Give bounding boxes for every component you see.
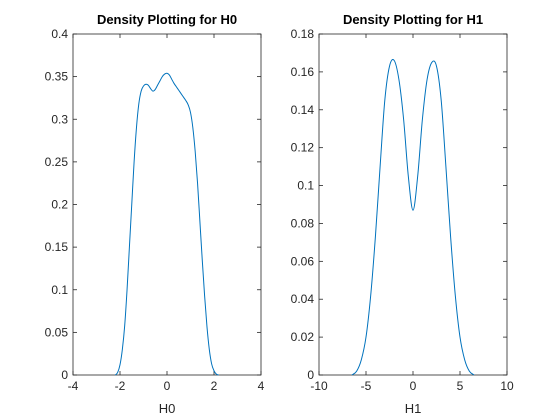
subplot-h1-ytick-label: 0.02 <box>291 330 315 344</box>
subplot-h1-axes-box <box>318 33 508 376</box>
subplot-h1-ytick-label: 0 <box>307 368 314 382</box>
subplot-h1-ytick-label: 0.06 <box>291 254 315 268</box>
subplot-h0-xtick-label: -4 <box>68 379 79 393</box>
subplot-h0-xtick-label: 4 <box>258 379 265 393</box>
subplot-h0-xtick-label: 0 <box>164 379 171 393</box>
subplot-h1-ytick-label: 0.04 <box>291 292 315 306</box>
subplot-h1-ytick-label: 0.18 <box>291 27 315 41</box>
subplot-h1-ticks: -10 -5 0 5 10 0 0.02 0.04 0.06 0.08 0.1 0.12 0.14 0.1… <box>291 27 514 393</box>
subplot-h1-series <box>351 59 475 376</box>
subplot-h0-series <box>114 72 219 376</box>
subplot-h0-ytick-label: 0.3 <box>51 112 68 126</box>
subplot-h1-xlabel: H1 <box>405 401 422 416</box>
subplot-h1-ytick-label: 0.16 <box>291 65 315 79</box>
subplot-h1-ytick-label: 0.08 <box>291 216 315 230</box>
subplot-h0-ytick-label: 0 <box>61 368 68 382</box>
subplot-h0-ytick-label: 0.25 <box>45 155 69 169</box>
subplot-h0-ytick-label: 0.35 <box>45 70 69 84</box>
subplot-h1-ytick-label: 0.14 <box>291 103 315 117</box>
subplot-h0-ytick-label: 0.2 <box>51 198 68 212</box>
subplot-h0-ytick-label: 0.1 <box>51 283 68 297</box>
subplot-h0-xtick-label: 2 <box>211 379 218 393</box>
subplot-h1-xtick-label: 10 <box>500 379 514 393</box>
subplot-h0-density-line <box>114 72 219 376</box>
subplot-h1: Density Plotting for H1 -10 -5 0 5 10 0 0.02 0.… <box>291 12 514 416</box>
subplot-h1-title: Density Plotting for H1 <box>343 12 483 27</box>
subplot-h0-title: Density Plotting for H0 <box>97 12 237 27</box>
subplot-h1-density-line <box>351 59 475 376</box>
subplot-h0-ytick-label: 0.4 <box>51 27 68 41</box>
subplot-h0-ticks: -4 -2 0 2 4 0 0.05 0.1 0.15 0.2 0.25 0.3 0.35 0.4 <box>45 27 265 393</box>
subplot-h1-xtick-label: -5 <box>361 379 372 393</box>
subplot-h1-ytick-label: 0.12 <box>291 141 315 155</box>
subplot-h1-xtick-label: 5 <box>457 379 464 393</box>
subplot-h0-xlabel: H0 <box>159 401 176 416</box>
subplot-h1-ytick-label: 0.1 <box>297 179 314 193</box>
subplot-h1-xtick-label: -10 <box>310 379 328 393</box>
subplot-h1-xtick-label: 0 <box>410 379 417 393</box>
subplot-h0-ytick-label: 0.05 <box>45 325 69 339</box>
subplot-h0-xtick-label: -2 <box>115 379 126 393</box>
subplot-h0: Density Plotting for H0 -4 -2 0 2 4 0 0.05 0.1 0… <box>45 12 265 416</box>
subplot-h0-axes-box <box>72 33 262 376</box>
subplot-h0-ytick-label: 0.15 <box>45 240 69 254</box>
